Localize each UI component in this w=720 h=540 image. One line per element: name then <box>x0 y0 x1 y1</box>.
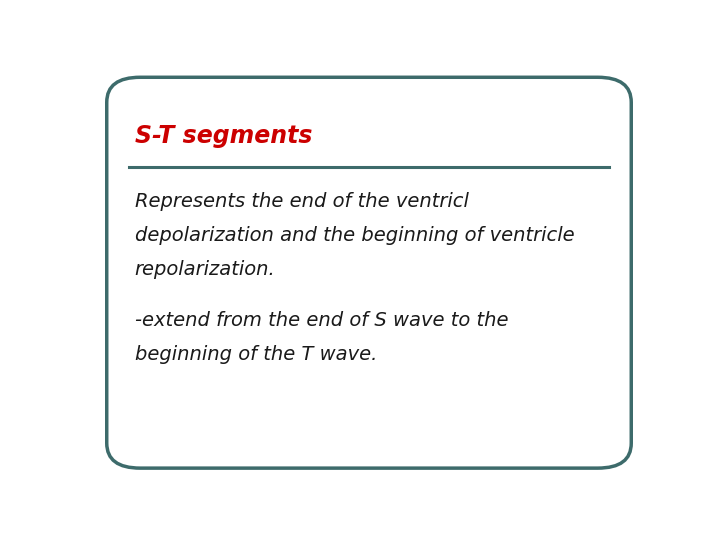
Text: depolarization and the beginning of ventricle: depolarization and the beginning of vent… <box>135 226 575 245</box>
Text: repolarization.: repolarization. <box>135 260 275 279</box>
Text: Represents the end of the ventricl: Represents the end of the ventricl <box>135 192 469 211</box>
Text: -extend from the end of S wave to the: -extend from the end of S wave to the <box>135 310 508 329</box>
Text: beginning of the T wave.: beginning of the T wave. <box>135 345 377 363</box>
FancyBboxPatch shape <box>107 77 631 468</box>
Text: S-T segments: S-T segments <box>135 124 312 148</box>
